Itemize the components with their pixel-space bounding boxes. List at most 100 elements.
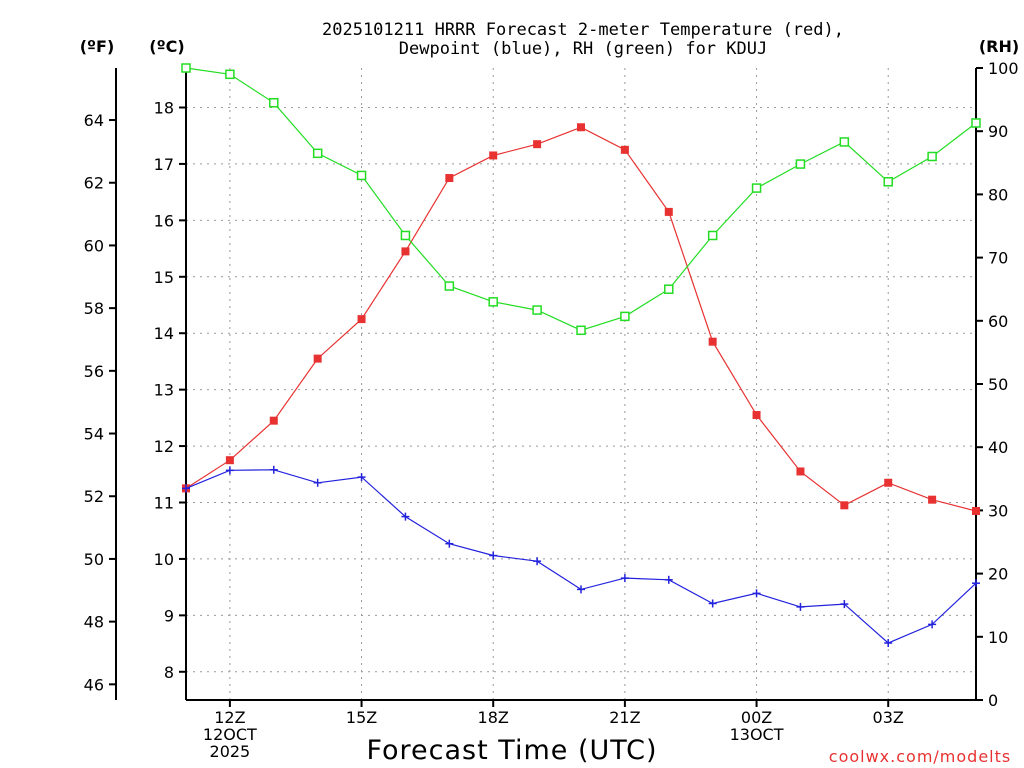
- data-point: [445, 174, 454, 183]
- data-point: [928, 620, 937, 629]
- data-point: [488, 297, 498, 307]
- data-point: [751, 183, 762, 193]
- rh-unit-label: (RH): [979, 37, 1019, 56]
- data-point: [312, 148, 323, 159]
- fahrenheit-unit-label: (ºF): [80, 37, 115, 56]
- data-point: [884, 478, 893, 487]
- data-point: [928, 495, 937, 504]
- data-point: [444, 281, 455, 291]
- rh-tick-label: 40: [988, 438, 1008, 457]
- series-line: [185, 469, 977, 644]
- data-point: [795, 159, 806, 169]
- rh-tick-label: 50: [988, 375, 1008, 394]
- data-point: [839, 137, 850, 147]
- data-point: [971, 118, 981, 128]
- series-line: [185, 67, 977, 331]
- data-point: [972, 506, 980, 515]
- chart-title-line-1: 2025101211 HRRR Forecast 2-meter Tempera…: [322, 20, 844, 40]
- data-point: [752, 411, 761, 420]
- data-point: [313, 478, 322, 487]
- credit-link[interactable]: coolwx.com/modelts: [829, 747, 1011, 766]
- data-point: [269, 98, 279, 108]
- fahrenheit-tick-label: 58: [84, 299, 104, 318]
- data-point: [576, 325, 586, 336]
- data-point: [972, 579, 980, 588]
- x-tick-label: 12Z: [214, 708, 245, 727]
- data-point: [664, 207, 673, 216]
- data-point: [532, 305, 542, 315]
- data-point: [489, 151, 498, 160]
- data-point: [840, 600, 849, 609]
- x-axis-title: Forecast Time (UTC): [366, 735, 657, 766]
- data-point: [489, 551, 498, 560]
- series-line: [185, 126, 977, 512]
- data-point: [269, 465, 278, 474]
- data-point: [269, 416, 278, 425]
- data-point: [664, 575, 673, 584]
- rh-tick-label: 30: [988, 501, 1008, 520]
- data-series: [181, 63, 981, 648]
- data-point: [620, 574, 629, 583]
- tick-labels: 8 9 10 11 12 13 14 15 16 17 18 46 48 50 52 54 56 58 60 62 64…: [84, 59, 1019, 761]
- x-tick-label: 13OCT: [730, 725, 784, 744]
- data-point: [708, 337, 717, 346]
- series-rh: [181, 63, 981, 336]
- celsius-tick-label: 17: [154, 155, 174, 174]
- fahrenheit-tick-label: 60: [84, 236, 104, 255]
- rh-tick-label: 10: [988, 628, 1008, 647]
- x-tick-label: 03Z: [873, 708, 904, 727]
- data-point: [707, 230, 718, 241]
- celsius-tick-label: 9: [164, 606, 174, 625]
- data-point: [401, 247, 410, 256]
- fahrenheit-tick-label: 46: [84, 675, 104, 694]
- data-point: [884, 639, 893, 648]
- data-point: [533, 140, 542, 149]
- rh-tick-label: 80: [988, 185, 1008, 204]
- data-point: [577, 585, 585, 594]
- data-point: [225, 456, 234, 465]
- fahrenheit-tick-label: 62: [84, 174, 104, 193]
- data-point: [182, 484, 190, 493]
- data-point: [533, 557, 542, 566]
- axes: [109, 67, 983, 707]
- rh-tick-label: 70: [988, 249, 1008, 268]
- data-point: [225, 69, 235, 80]
- data-point: [796, 467, 805, 476]
- x-tick-label: 12OCT: [203, 725, 257, 744]
- rh-tick-label: 100: [988, 59, 1019, 78]
- rh-tick-label: 0: [988, 691, 998, 710]
- data-point: [181, 63, 191, 73]
- data-point: [356, 170, 367, 181]
- rh-tick-label: 60: [988, 312, 1008, 331]
- data-point: [927, 151, 937, 162]
- celsius-tick-label: 10: [154, 550, 174, 569]
- celsius-tick-label: 14: [154, 324, 174, 343]
- data-point: [225, 466, 234, 475]
- data-point: [313, 354, 322, 363]
- rh-tick-label: 20: [988, 565, 1008, 584]
- chart-title-line-2: Dewpoint (blue), RH (green) for KDUJ: [399, 39, 767, 59]
- data-point: [445, 539, 454, 548]
- celsius-tick-label: 11: [154, 494, 174, 513]
- x-tick-label: 2025: [210, 742, 251, 761]
- data-point: [664, 284, 674, 294]
- data-point: [883, 177, 893, 187]
- fahrenheit-tick-label: 50: [84, 550, 104, 569]
- data-point: [752, 589, 761, 598]
- x-tick-label: 21Z: [609, 708, 640, 727]
- fahrenheit-tick-label: 64: [84, 111, 104, 130]
- x-tick-label: 00Z: [741, 708, 772, 727]
- data-point: [708, 599, 717, 608]
- fahrenheit-tick-label: 54: [84, 425, 104, 444]
- data-point: [577, 123, 585, 132]
- fahrenheit-tick-label: 48: [84, 613, 104, 632]
- data-point: [357, 473, 366, 482]
- data-point: [357, 315, 366, 324]
- data-point: [620, 311, 630, 322]
- rh-tick-label: 90: [988, 122, 1008, 141]
- data-point: [401, 512, 410, 521]
- data-point: [840, 501, 849, 510]
- fahrenheit-tick-label: 52: [84, 487, 104, 506]
- series-2-meter-temperature: [182, 123, 980, 515]
- x-tick-label: 18Z: [478, 708, 509, 727]
